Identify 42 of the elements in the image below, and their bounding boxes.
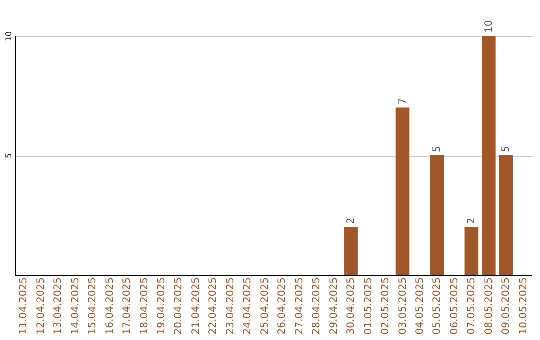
x-tick-label: 26.04.2025 bbox=[277, 278, 288, 335]
bar bbox=[499, 156, 514, 275]
bar bbox=[344, 227, 358, 275]
x-tick-label: 04.05.2025 bbox=[414, 278, 426, 335]
bar bbox=[430, 156, 444, 275]
bar bbox=[464, 227, 479, 275]
x-tick-label: 09.05.2025 bbox=[501, 278, 512, 335]
x-tick-label: 19.04.2025 bbox=[156, 278, 168, 335]
data-label: 5 bbox=[501, 146, 512, 152]
x-tick-label: 16.04.2025 bbox=[104, 278, 116, 335]
bar bbox=[482, 36, 496, 275]
x-tick-label: 03.05.2025 bbox=[398, 278, 409, 335]
x-tick-label: 08.05.2025 bbox=[484, 278, 495, 335]
x-tick-label: 06.05.2025 bbox=[449, 278, 460, 335]
x-tick-label: 11.04.2025 bbox=[18, 278, 30, 335]
x-tick-label: 10.05.2025 bbox=[518, 278, 530, 335]
x-tick-label: 21.04.2025 bbox=[190, 278, 202, 335]
x-tick-label: 30.04.2025 bbox=[346, 278, 358, 335]
x-tick-label: 27.04.2025 bbox=[294, 278, 306, 335]
x-tick-label: 05.05.2025 bbox=[432, 278, 444, 335]
x-tick-label: 12.04.2025 bbox=[36, 278, 47, 335]
x-tick-label: 20.04.2025 bbox=[174, 278, 185, 335]
data-label: 7 bbox=[398, 98, 409, 105]
x-tick-label: 22.04.2025 bbox=[208, 278, 220, 335]
x-tick-label: 07.05.2025 bbox=[466, 278, 478, 335]
data-label: 5 bbox=[432, 146, 444, 152]
x-tick-label: 28.04.2025 bbox=[312, 278, 323, 335]
data-label: 10 bbox=[484, 20, 495, 33]
x-tick-label: 01.05.2025 bbox=[363, 278, 374, 335]
data-label: 2 bbox=[466, 218, 478, 224]
x-tick-label: 29.04.2025 bbox=[328, 278, 340, 335]
x-tick-label: 13.04.2025 bbox=[53, 278, 64, 335]
x-tick-label: 15.04.2025 bbox=[88, 278, 99, 335]
x-tick-label: 24.04.2025 bbox=[242, 278, 254, 335]
x-tick-label: 18.04.2025 bbox=[139, 278, 150, 335]
x-tick-label: 14.04.2025 bbox=[70, 278, 82, 335]
bar bbox=[396, 108, 410, 275]
x-tick-label: 17.04.2025 bbox=[122, 278, 134, 335]
x-tick-label: 02.05.2025 bbox=[380, 278, 392, 335]
x-tick-label: 25.04.2025 bbox=[260, 278, 271, 335]
x-tick-label: 23.04.2025 bbox=[225, 278, 236, 335]
data-label: 2 bbox=[346, 218, 358, 224]
